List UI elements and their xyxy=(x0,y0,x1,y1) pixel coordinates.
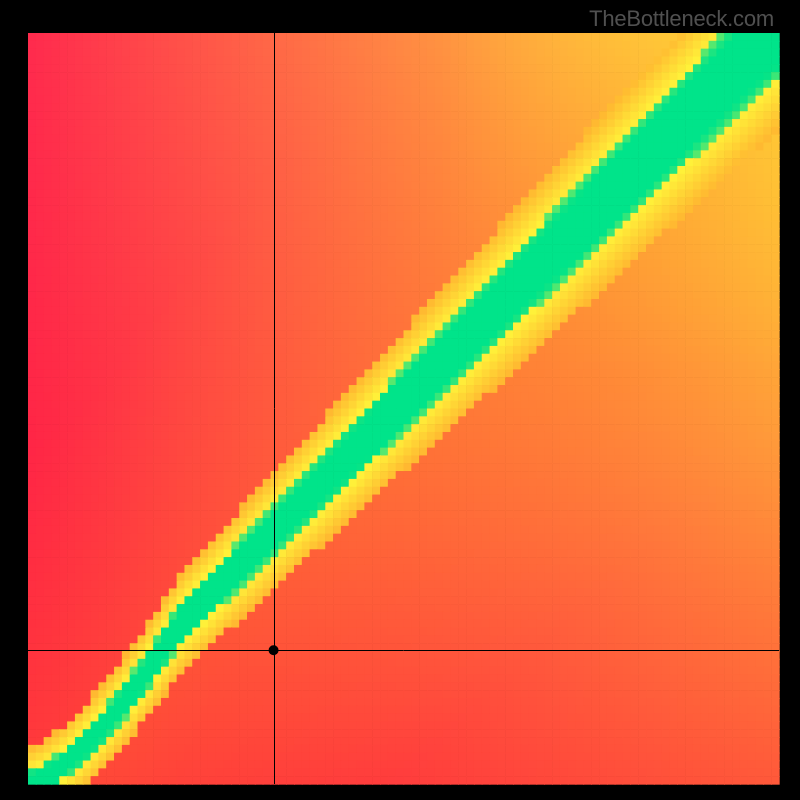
heatmap-canvas xyxy=(0,0,800,800)
chart-container: TheBottleneck.com xyxy=(0,0,800,800)
watermark-text: TheBottleneck.com xyxy=(589,6,774,32)
